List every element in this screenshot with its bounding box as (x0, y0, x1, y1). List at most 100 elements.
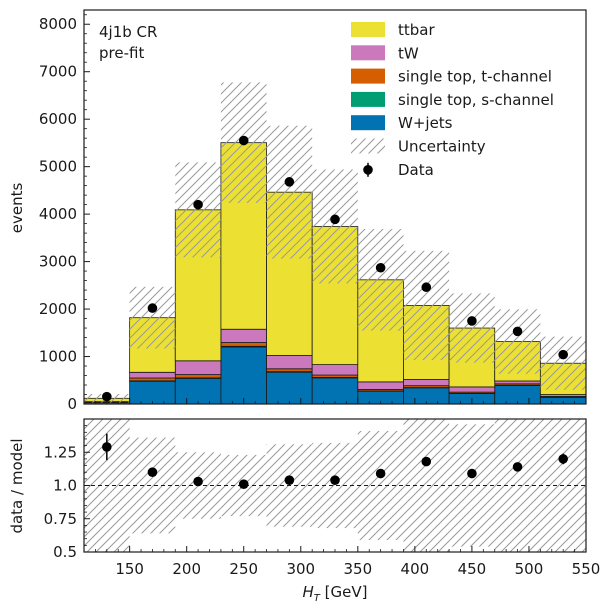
y-tick-label: 5000 (39, 158, 77, 176)
y-tick-label: 6000 (39, 110, 77, 128)
uncertainty-band (403, 250, 450, 361)
uncertainty-band (357, 229, 404, 331)
data-point (147, 303, 158, 313)
bar-w-jets (220, 346, 267, 404)
legend-label: tW (398, 44, 419, 62)
main-panel: 0 1000 2000 3000 4000 5000 6000 7000 8000 4j1b C… (8, 9, 587, 413)
annotation-fit-state: pre-fit (99, 44, 144, 62)
x-tick-label: 500 (515, 560, 544, 578)
bar-tw (311, 364, 359, 376)
bar-single-top-t-channel (129, 377, 176, 382)
ratio-point (421, 456, 432, 467)
x-tick-label: 350 (343, 560, 372, 578)
legend-swatch (351, 45, 385, 61)
ratio-point (330, 475, 340, 485)
data-point (238, 135, 249, 146)
data-point (284, 177, 295, 187)
main-y-ticks: 0 1000 2000 3000 4000 5000 6000 7000 8000 (39, 14, 90, 413)
bar-w-jets (174, 377, 222, 404)
x-tick-label: 300 (286, 560, 315, 578)
y-tick-label: 8000 (39, 15, 77, 33)
ratio-y-tick-label: 0.5 (53, 543, 77, 561)
y-tick-label: 3000 (39, 253, 77, 271)
main-x-ticks (95, 398, 587, 404)
ratio-y-axis-label: data / model (8, 438, 26, 533)
data-point (102, 391, 112, 402)
bar-tw (494, 380, 541, 385)
ratio-y-ticks: 0.5 0.75 1.0 1.25 (44, 425, 90, 561)
data-point (512, 326, 523, 337)
legend-swatch (351, 115, 385, 131)
bar-w-jets (129, 380, 176, 404)
legend-swatch (351, 68, 385, 84)
legend-label: W+jets (398, 114, 453, 132)
legend-label: Data (398, 161, 434, 179)
annotation-region: 4j1b CR (99, 23, 157, 41)
bar-tw (403, 379, 450, 387)
x-tick-label: 250 (229, 560, 258, 578)
legend: ttbar tW single top, t-channel single top, … (351, 21, 554, 179)
x-tick-label: 150 (115, 560, 144, 578)
main-plot-area (84, 82, 586, 404)
data-point (558, 349, 568, 360)
data-point (193, 199, 203, 210)
ratio-x-ticks: 150 200 250 300 350 400 450 500 550 (95, 546, 600, 578)
x-axis-label: HT [GeV] (303, 583, 368, 604)
uncertainty-band (312, 169, 358, 284)
data-point (375, 262, 386, 273)
uncertainty-band (449, 293, 495, 363)
ratio-panel: 0.5 0.75 1.0 1.25 150 200 250 300 350 400 450 500 5… (8, 418, 600, 604)
bar-single-top-t-channel (266, 368, 313, 373)
main-y-axis-label: events (8, 183, 26, 234)
bar-w-jets (266, 371, 313, 404)
legend-label: single top, t-channel (398, 68, 552, 86)
ratio-plot-area (84, 419, 586, 552)
y-tick-label: 4000 (39, 205, 77, 223)
x-tick-label: 200 (172, 560, 201, 578)
y-tick-label: 2000 (39, 300, 77, 318)
uncertainty-band (266, 125, 313, 259)
y-tick-label: 0 (67, 395, 77, 413)
x-tick-label: 450 (458, 560, 487, 578)
bar-single-top-t-channel (174, 374, 222, 379)
bar-tw (266, 355, 313, 370)
legend-label: single top, s-channel (398, 91, 554, 109)
legend-label: ttbar (398, 21, 435, 39)
data-point (330, 214, 340, 225)
uncertainty-band (494, 309, 541, 374)
bar-tw (448, 386, 496, 393)
ratio-y-tick-label: 1.0 (53, 477, 77, 495)
bar-tw (220, 328, 267, 343)
uncertainty-band (129, 286, 176, 349)
ratio-point (512, 462, 523, 472)
ratio-uncertainty-band (129, 437, 176, 534)
x-tick-label: 550 (572, 560, 601, 578)
ratio-point (147, 467, 158, 478)
x-tick-label: 400 (401, 560, 430, 578)
ratio-point (558, 454, 568, 464)
data-point (467, 316, 477, 326)
uncertainty-band (540, 336, 586, 390)
legend-label: Uncertainty (398, 138, 486, 156)
bar-w-jets (311, 377, 359, 404)
ratio-point (467, 468, 477, 479)
legend-swatch-uncertainty (351, 138, 385, 154)
ratio-point (375, 468, 386, 479)
data-point (421, 282, 432, 293)
y-tick-label: 7000 (39, 63, 77, 81)
bar-single-top-t-channel (220, 342, 267, 347)
ratio-point (284, 475, 295, 485)
ratio-point (238, 479, 249, 489)
bar-tw (174, 360, 222, 375)
legend-data-marker (363, 165, 373, 175)
ratio-y-tick-label: 0.75 (44, 510, 77, 528)
bar-tw (129, 371, 176, 379)
ratio-point (193, 476, 203, 487)
ratio-y-tick-label: 1.25 (44, 443, 77, 461)
bar-tw (357, 381, 404, 390)
legend-swatch (351, 22, 385, 37)
legend-swatch (351, 91, 385, 107)
y-tick-label: 1000 (39, 348, 77, 366)
uncertainty-band (175, 162, 221, 258)
